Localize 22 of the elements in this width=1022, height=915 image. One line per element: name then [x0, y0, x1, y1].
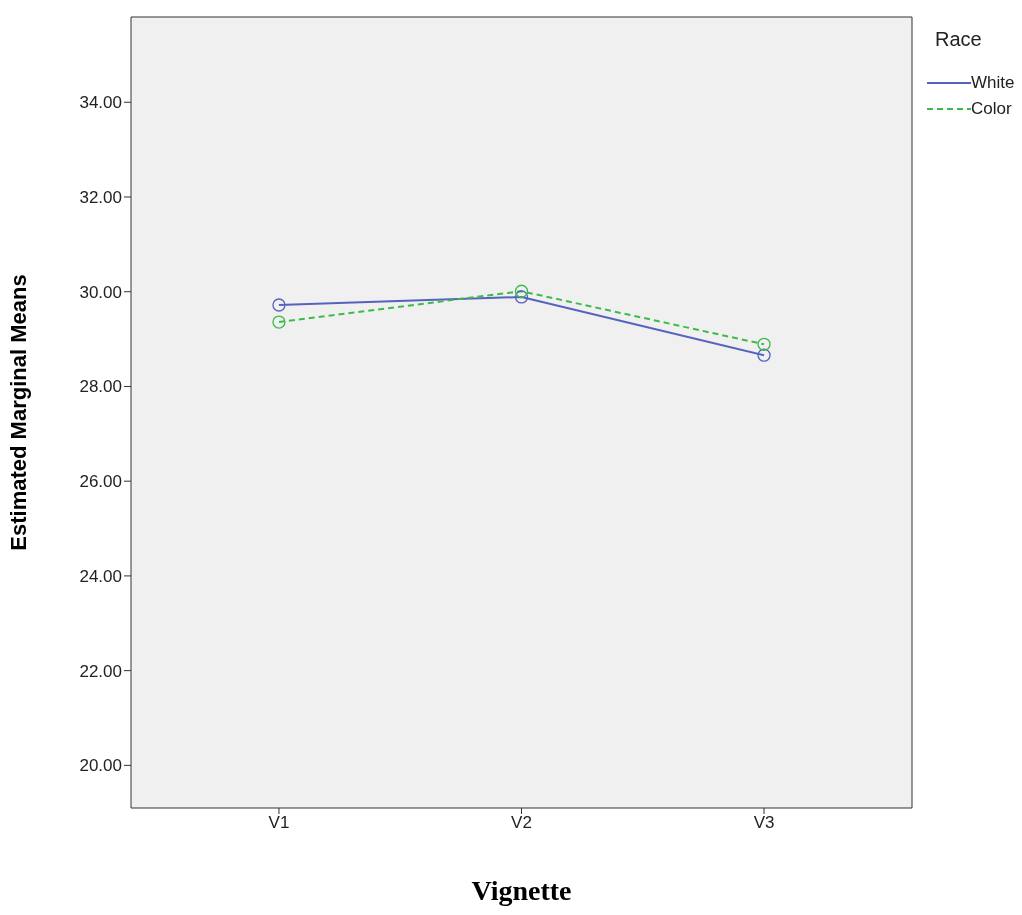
- y-tick-label: 24.00: [79, 566, 122, 586]
- point: [757, 337, 771, 351]
- y-axis-title: Estimated Marginal Means: [5, 274, 31, 551]
- x-axis-title: Vignette: [471, 875, 572, 906]
- y-tick-label: 34.00: [79, 93, 122, 113]
- legend-label: White: [971, 73, 1015, 93]
- y-tick-label: 28.00: [79, 377, 122, 397]
- point: [514, 284, 529, 298]
- x-tick-label: V2: [511, 813, 532, 833]
- point: [272, 298, 286, 312]
- y-tick-label: 26.00: [79, 472, 122, 492]
- y-tick-label: 30.00: [79, 282, 122, 302]
- point: [272, 315, 286, 329]
- y-tick-label: 20.00: [79, 756, 122, 776]
- y-tick-label: 22.00: [79, 661, 122, 681]
- x-tick-label: V1: [268, 813, 290, 833]
- legend-label: Color: [971, 99, 1012, 119]
- legend-title: Race: [935, 28, 983, 51]
- y-tick-label: 32.00: [79, 188, 122, 208]
- x-tick-label: V3: [753, 813, 775, 833]
- point: [757, 348, 771, 362]
- point: [514, 290, 529, 304]
